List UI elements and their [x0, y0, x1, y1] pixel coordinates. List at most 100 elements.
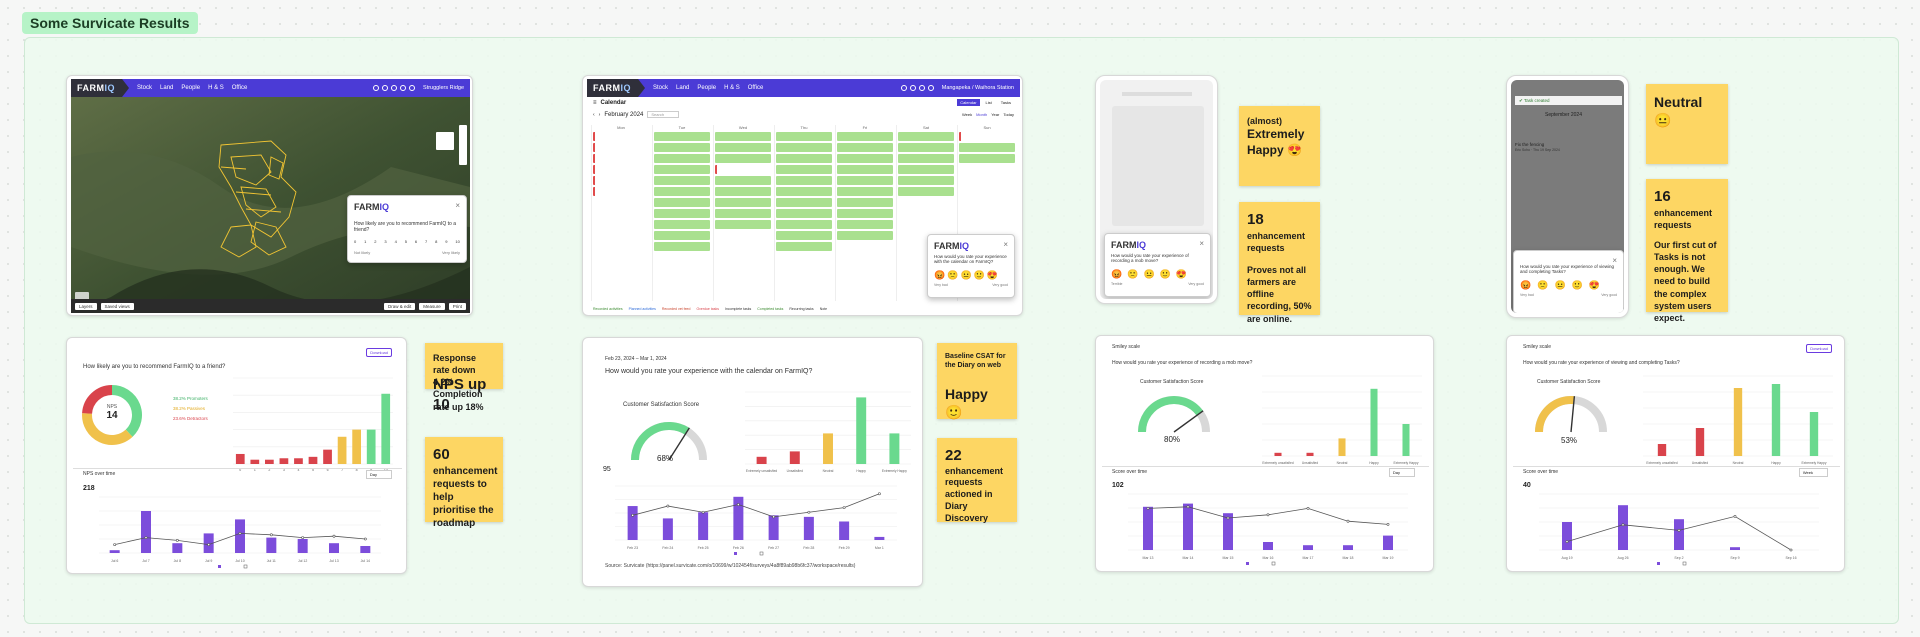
calendar-event[interactable] — [898, 154, 954, 163]
calendar-event[interactable] — [593, 187, 649, 196]
tab-calendar[interactable]: Calendar — [957, 99, 980, 106]
scale-6[interactable]: 6 — [414, 239, 418, 244]
calendar-event[interactable] — [593, 154, 649, 163]
calendar-event[interactable] — [654, 176, 710, 185]
calendar-event[interactable] — [654, 154, 710, 163]
calendar-event[interactable] — [654, 220, 710, 229]
scale-1[interactable]: 1 — [364, 239, 367, 244]
farm-selector[interactable]: Strugglers Ridge — [423, 85, 464, 91]
calendar-event[interactable] — [654, 187, 710, 196]
calendar-event[interactable] — [776, 242, 832, 251]
calendar-event[interactable] — [654, 242, 710, 251]
emoji-very-bad[interactable]: 😡 — [1111, 269, 1123, 279]
emoji-bad[interactable]: 🙁 — [947, 270, 959, 280]
calendar-event[interactable] — [715, 209, 771, 218]
emoji-good[interactable]: 🙂 — [973, 270, 985, 280]
draw-edit-button[interactable]: Draw & edit — [383, 302, 416, 310]
calendar-event[interactable] — [776, 132, 832, 141]
emoji-neutral[interactable]: 😐 — [1554, 280, 1566, 290]
scale-4[interactable]: 4 — [394, 239, 397, 244]
today-button[interactable]: Today — [1003, 112, 1014, 117]
emoji-very-good[interactable]: 😍 — [986, 270, 999, 280]
close-icon[interactable]: × — [1003, 240, 1008, 249]
help-icon[interactable] — [900, 85, 907, 91]
emoji-very-bad[interactable]: 😡 — [1520, 280, 1532, 290]
calendar-event[interactable] — [593, 165, 649, 174]
calendar-icon[interactable] — [927, 85, 934, 91]
scale-9[interactable]: 9 — [445, 239, 448, 244]
calendar-event[interactable] — [898, 165, 954, 174]
saved-views-button[interactable]: Saved views — [100, 302, 134, 310]
calendar-event[interactable] — [837, 231, 893, 240]
view-week[interactable]: Week — [961, 112, 973, 117]
calendar-event[interactable] — [715, 154, 771, 163]
tab-list[interactable]: List — [985, 100, 992, 105]
calendar-event[interactable] — [776, 165, 832, 174]
calendar-event[interactable] — [654, 231, 710, 240]
prev-month-button[interactable]: ‹ — [593, 111, 595, 118]
calendar-event[interactable] — [715, 143, 771, 152]
scale-10[interactable]: 10 — [455, 239, 460, 244]
emoji-bad[interactable]: 🙁 — [1537, 280, 1549, 290]
range-select[interactable]: Day — [1388, 468, 1415, 477]
calendar-event[interactable] — [715, 165, 771, 174]
calendar-event[interactable] — [654, 165, 710, 174]
scale-7[interactable]: 7 — [424, 239, 428, 244]
layers-button[interactable]: Layers — [75, 302, 97, 310]
calendar-event[interactable] — [898, 143, 954, 152]
print-button[interactable]: Print — [448, 302, 466, 310]
calendar-event[interactable] — [776, 231, 832, 240]
calendar-event[interactable] — [837, 165, 893, 174]
calendar-event[interactable] — [776, 220, 832, 229]
calendar-event[interactable] — [898, 187, 954, 196]
calendar-event[interactable] — [593, 132, 649, 141]
scale-8[interactable]: 8 — [435, 239, 438, 244]
tab-tasks[interactable]: Tasks — [1000, 100, 1011, 105]
calendar-event[interactable] — [593, 143, 649, 152]
user-icon[interactable] — [409, 85, 416, 91]
calendar-event[interactable] — [654, 209, 710, 218]
nav-office[interactable]: Office — [747, 85, 764, 91]
emoji-bad[interactable]: 🙁 — [1127, 269, 1139, 279]
calendar-icon[interactable] — [400, 85, 407, 91]
emoji-good[interactable]: 🙂 — [1159, 269, 1171, 279]
notification-icon[interactable] — [909, 85, 916, 91]
calendar-event[interactable] — [654, 143, 710, 152]
calendar-event[interactable] — [715, 176, 771, 185]
scale-0[interactable]: 0 — [354, 239, 357, 244]
calendar-event[interactable] — [654, 198, 710, 207]
range-select[interactable]: Week — [1798, 468, 1828, 477]
nav-people[interactable]: People — [181, 85, 201, 91]
calendar-event[interactable] — [776, 154, 832, 163]
nav-land[interactable]: Land — [676, 85, 690, 91]
close-icon[interactable]: × — [1612, 256, 1617, 265]
measure-button[interactable]: Measure — [419, 302, 445, 310]
calendar-event[interactable] — [776, 176, 832, 185]
scale-5[interactable]: 5 — [404, 239, 407, 244]
calendar-event[interactable] — [898, 176, 954, 185]
emoji-very-good[interactable]: 😍 — [1588, 280, 1601, 290]
calendar-event[interactable] — [837, 187, 893, 196]
calendar-event[interactable] — [776, 209, 832, 218]
emoji-very-bad[interactable]: 😡 — [934, 270, 946, 280]
nav-hs[interactable]: H & S — [724, 85, 740, 91]
download-button[interactable]: Download — [1806, 344, 1832, 353]
month-label[interactable]: February 2024 — [604, 111, 644, 118]
app-logo[interactable]: FARM IQ — [71, 79, 130, 97]
task-item[interactable]: Fix the fencing Eric Scho · Thu 19 Sep 2… — [1515, 142, 1622, 152]
menu-icon[interactable]: ≡ — [593, 100, 597, 106]
nav-office[interactable]: Office — [231, 85, 248, 91]
calendar-event[interactable] — [837, 143, 893, 152]
scale-3[interactable]: 3 — [384, 239, 387, 244]
emoji-neutral[interactable]: 😐 — [960, 270, 972, 280]
next-month-button[interactable]: › — [598, 111, 601, 118]
calendar-event[interactable] — [898, 132, 954, 141]
calendar-event[interactable] — [776, 187, 832, 196]
calendar-event[interactable] — [654, 132, 710, 141]
nav-land[interactable]: Land — [160, 85, 174, 91]
notification-icon[interactable] — [382, 85, 389, 91]
calendar-event[interactable] — [776, 143, 832, 152]
settings-icon[interactable] — [918, 85, 925, 91]
calendar-event[interactable] — [837, 176, 893, 185]
calendar-event[interactable] — [593, 176, 649, 185]
